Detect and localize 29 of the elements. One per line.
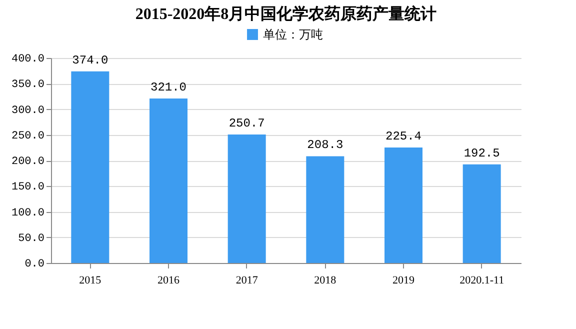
bar xyxy=(384,147,422,263)
y-tick-label: 150.0 xyxy=(11,182,44,194)
legend-label: 单位：万吨 xyxy=(263,28,323,42)
x-tick-label: 2018 xyxy=(314,274,337,286)
chart-title: 2015-2020年8月中国化学农药原药产量统计 xyxy=(135,5,437,23)
data-label: 250.7 xyxy=(228,116,265,131)
data-label: 374.0 xyxy=(72,53,108,68)
y-tick-label: 250.0 xyxy=(11,130,44,142)
x-tick-label: 2020.1-11 xyxy=(460,274,504,286)
bar xyxy=(306,156,344,263)
x-tick-label: 2017 xyxy=(236,274,258,286)
data-label: 192.5 xyxy=(464,146,500,160)
x-tick-label: 2019 xyxy=(392,274,415,286)
x-tick-label: 2015 xyxy=(79,274,102,286)
bar xyxy=(71,71,110,263)
y-tick-label: 350.0 xyxy=(11,79,44,92)
x-tick-label: 2016 xyxy=(158,274,180,286)
data-label: 208.3 xyxy=(307,138,344,152)
bar xyxy=(150,98,188,263)
y-tick-label: 300.0 xyxy=(11,104,44,117)
bar xyxy=(228,134,266,263)
y-tick-label: 200.0 xyxy=(11,156,44,168)
y-tick-label: 400.0 xyxy=(11,54,44,66)
y-tick-label: 100.0 xyxy=(11,207,44,220)
bar xyxy=(462,164,501,263)
data-label: 321.0 xyxy=(150,80,187,94)
data-label: 225.4 xyxy=(385,129,422,144)
y-tick-label: 50.0 xyxy=(18,232,44,245)
y-tick-label: 0.0 xyxy=(24,258,44,270)
